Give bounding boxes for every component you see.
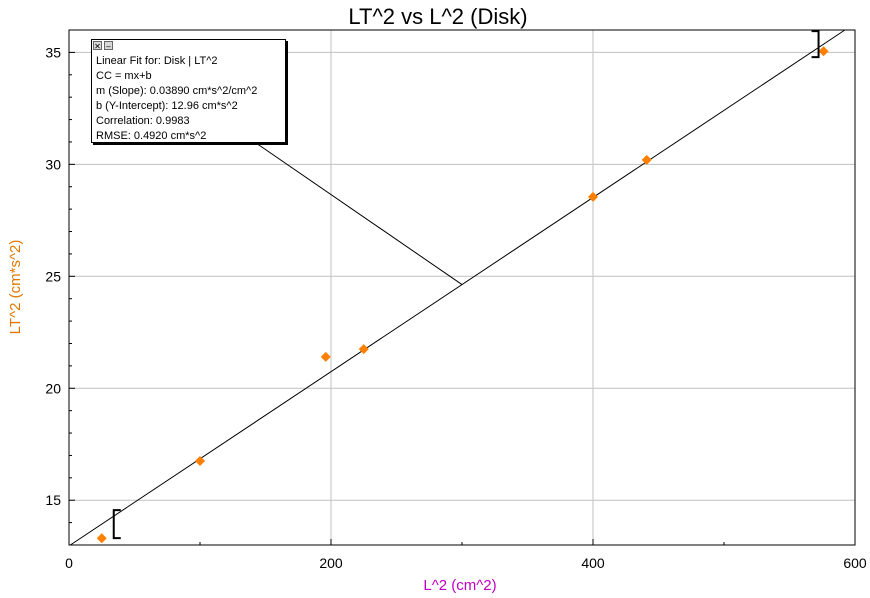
linear-fit-box[interactable]: ✕ – Linear Fit for: Disk | LT^2 CC = mx+b… bbox=[91, 39, 286, 143]
data-point bbox=[588, 191, 598, 202]
x-axis-label: L^2 (cm^2) bbox=[423, 577, 496, 594]
fit-box-line: CC = mx+b bbox=[96, 70, 152, 82]
fit-range-right-bracket[interactable] bbox=[811, 30, 820, 59]
data-point bbox=[96, 533, 107, 544]
close-icon[interactable]: ✕ bbox=[93, 41, 102, 51]
minimize-icon[interactable]: – bbox=[104, 41, 113, 51]
axis-ticks bbox=[68, 51, 856, 545]
data-point bbox=[641, 154, 652, 165]
fit-box-line: m (Slope): 0.03890 cm*s^2/cm^2 bbox=[96, 85, 258, 97]
x-tick-label: 200 bbox=[319, 555, 343, 571]
fit-range-brackets[interactable] bbox=[112, 30, 820, 540]
fit-range-left-bracket[interactable] bbox=[112, 509, 121, 540]
x-tick-label: 600 bbox=[843, 555, 867, 571]
y-tick-label: 20 bbox=[45, 380, 61, 396]
tick-labels: 0 200 400 600 15 20 25 30 35 bbox=[45, 44, 866, 571]
x-tick-label: 400 bbox=[581, 555, 605, 571]
fit-box-lines: Linear Fit for: Disk | LT^2 CC = mx+b m (S… bbox=[96, 54, 257, 144]
fit-box-line: Correlation: 0.9983 bbox=[96, 115, 190, 127]
data-point bbox=[358, 344, 369, 355]
fit-box-controls: ✕ – bbox=[93, 41, 113, 51]
y-tick-label: 15 bbox=[45, 492, 61, 508]
y-tick-label: 30 bbox=[45, 156, 61, 172]
y-tick-label: 25 bbox=[45, 268, 61, 284]
data-points bbox=[96, 46, 829, 544]
fit-box-line: Linear Fit for: Disk | LT^2 bbox=[96, 55, 218, 67]
chart-title: LT^2 vs L^2 (Disk) bbox=[348, 4, 527, 29]
x-tick-label: 0 bbox=[65, 555, 73, 571]
fit-box-line: RMSE: 0.4920 cm*s^2 bbox=[96, 130, 207, 142]
grid-lines bbox=[69, 30, 855, 545]
data-point bbox=[195, 456, 205, 467]
data-point bbox=[818, 46, 829, 57]
data-point bbox=[320, 351, 331, 362]
y-axis-label: LT^2 (cm*s^2) bbox=[7, 240, 24, 335]
y-tick-label: 35 bbox=[45, 44, 61, 60]
annotation-leader-line bbox=[255, 142, 463, 286]
fit-box-line: b (Y-Intercept): 12.96 cm*s^2 bbox=[96, 100, 238, 112]
